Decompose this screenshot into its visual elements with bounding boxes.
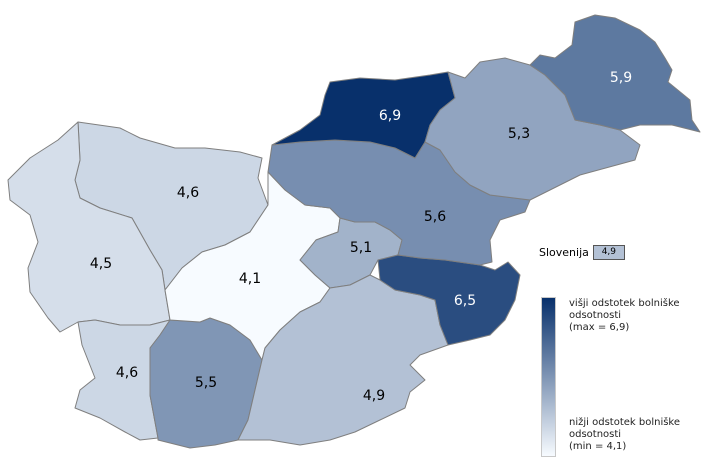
legend-high-label: višji odstotek bolniške odsotnosti (max … xyxy=(569,298,709,334)
color-scale-legend xyxy=(541,297,556,457)
region-value-label: 5,3 xyxy=(508,126,530,142)
region-value-label: 4,6 xyxy=(116,365,138,381)
legend-high-line: (max = 6,9) xyxy=(569,322,630,333)
region-podravska[interactable] xyxy=(424,57,641,201)
region-value-label: 5,6 xyxy=(424,209,446,225)
region-value-label: 4,1 xyxy=(239,271,261,287)
legend-low-line: odsotnosti xyxy=(569,429,622,440)
region-value-label: 4,6 xyxy=(177,185,199,201)
region-value-label: 6,9 xyxy=(379,108,401,124)
region-value-label: 5,9 xyxy=(610,70,632,86)
national-average-swatch: 4,9 xyxy=(592,245,625,260)
region-value-label: 5,1 xyxy=(350,240,372,256)
national-average: Slovenija 4,9 xyxy=(539,245,625,260)
region-value-label: 4,5 xyxy=(90,256,112,272)
legend-low-line: (min = 4,1) xyxy=(569,441,627,452)
region-pomurska[interactable] xyxy=(529,14,701,133)
legend-high-line: odsotnosti xyxy=(569,310,622,321)
region-value-label: 4,9 xyxy=(363,388,385,404)
national-average-name: Slovenija xyxy=(539,246,589,259)
legend-low-label: nižji odstotek bolniške odsotnosti (min … xyxy=(569,417,709,453)
region-value-label: 5,5 xyxy=(195,375,217,391)
region-value-label: 6,5 xyxy=(454,293,476,309)
legend-low-line: nižji odstotek bolniške xyxy=(569,417,681,428)
legend-high-line: višji odstotek bolniške xyxy=(569,298,680,309)
